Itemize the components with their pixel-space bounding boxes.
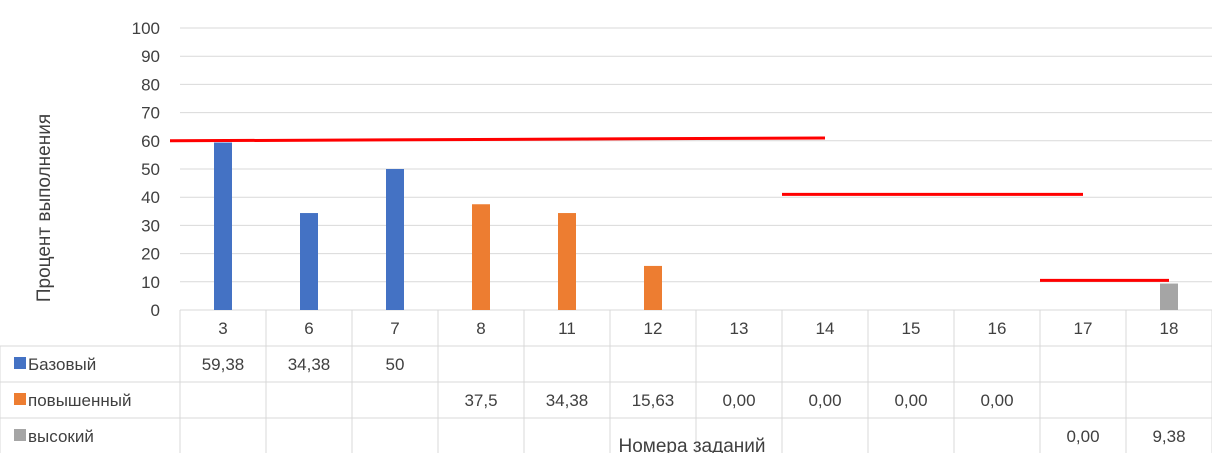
category-label: 14: [816, 319, 835, 338]
legend-swatch: [14, 393, 26, 405]
data-label: 34,38: [288, 355, 331, 374]
legend: Базовый повышенный высокий: [14, 355, 132, 446]
y-tick-label: 50: [141, 160, 160, 179]
data-table-grid: [0, 309, 1212, 453]
y-axis-ticks: 0 10 20 30 40 50 60 70 80 90 100: [132, 19, 160, 320]
y-tick-label: 70: [141, 104, 160, 123]
data-label: 9,38: [1152, 427, 1185, 446]
bar: [386, 169, 404, 310]
data-label: 0,00: [808, 391, 841, 410]
category-label: 12: [644, 319, 663, 338]
legend-label: Базовый: [28, 355, 96, 374]
x-axis-title: Номера заданий: [619, 436, 766, 453]
bar: [1160, 283, 1178, 310]
bar: [472, 204, 490, 310]
y-tick-label: 30: [141, 216, 160, 235]
category-label: 13: [730, 319, 749, 338]
y-tick-label: 60: [141, 132, 160, 151]
bar: [214, 142, 232, 310]
data-label: 37,5: [464, 391, 497, 410]
data-label: 15,63: [632, 391, 675, 410]
y-tick-label: 80: [141, 75, 160, 94]
y-tick-label: 100: [132, 19, 160, 38]
category-label: 16: [988, 319, 1007, 338]
data-table-values: 59,38 34,38 50 37,5 34,38 15,63 0,00 0,00 0,00 0,…: [202, 355, 1186, 446]
threshold-line: [169, 136, 826, 143]
legend-swatch: [14, 357, 26, 369]
legend-label: повышенный: [28, 391, 132, 410]
bar: [558, 213, 576, 310]
category-label: 18: [1160, 319, 1179, 338]
category-label: 15: [902, 319, 921, 338]
legend-swatch: [14, 429, 26, 441]
gridlines: [180, 27, 1212, 311]
data-label: 50: [386, 355, 405, 374]
y-tick-label: 40: [141, 188, 160, 207]
category-label: 3: [218, 319, 227, 338]
category-label: 6: [304, 319, 313, 338]
y-tick-label: 20: [141, 245, 160, 264]
category-label: 17: [1074, 319, 1093, 338]
data-label: 0,00: [980, 391, 1013, 410]
y-tick-label: 0: [151, 301, 160, 320]
bar: [644, 265, 662, 310]
legend-label: высокий: [28, 427, 94, 446]
y-tick-label: 10: [141, 273, 160, 292]
category-label: 11: [558, 319, 576, 338]
y-axis-title: Процент выполнения: [34, 114, 55, 302]
threshold-lines: [169, 136, 1169, 282]
category-label: 7: [390, 319, 399, 338]
data-label: 0,00: [894, 391, 927, 410]
bars: [214, 142, 1178, 310]
y-tick-label: 90: [141, 47, 160, 66]
data-label: 34,38: [546, 391, 589, 410]
data-label: 0,00: [722, 391, 755, 410]
data-label: 59,38: [202, 355, 245, 374]
bar: [300, 213, 318, 310]
category-label: 8: [476, 319, 485, 338]
category-labels: 3 6 7 8 11 12 13 14 15 16 17 18: [218, 319, 1178, 338]
data-label: 0,00: [1066, 427, 1099, 446]
